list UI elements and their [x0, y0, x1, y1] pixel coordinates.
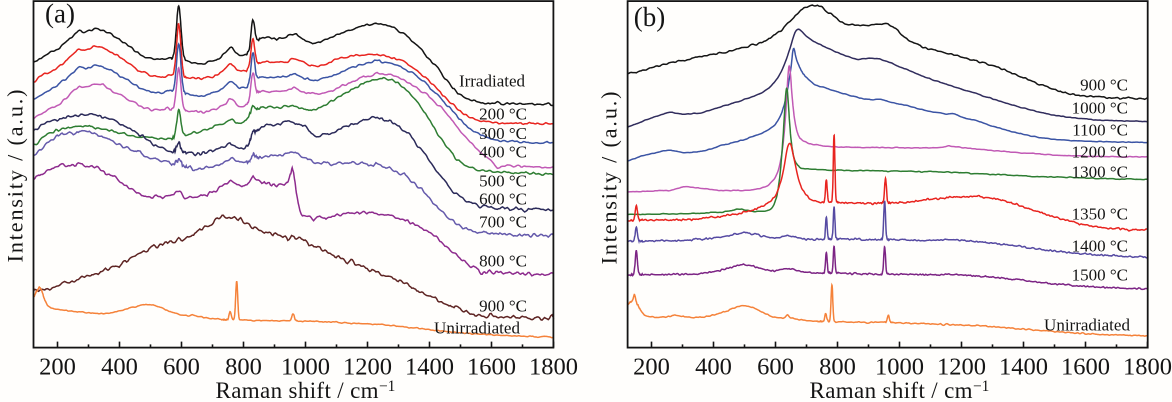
svg-text:400: 400 — [695, 354, 732, 381]
svg-text:600: 600 — [163, 354, 200, 381]
svg-text:800 °C: 800 °C — [479, 252, 527, 271]
svg-text:800: 800 — [225, 354, 262, 381]
svg-text:1000 °C: 1000 °C — [1072, 99, 1128, 118]
svg-text:(a): (a) — [45, 0, 75, 29]
svg-text:900 °C: 900 °C — [1080, 76, 1128, 95]
svg-text:Unirradiated: Unirradiated — [434, 319, 520, 338]
svg-text:1600: 1600 — [467, 354, 516, 381]
svg-text:1300 °C: 1300 °C — [1072, 163, 1128, 182]
svg-text:1100 °C: 1100 °C — [1072, 121, 1128, 140]
svg-text:1200: 1200 — [937, 354, 986, 381]
svg-text:Unirradiated: Unirradiated — [1044, 316, 1130, 335]
svg-text:Intensity / (a.u.): Intensity / (a.u.) — [2, 88, 27, 263]
svg-text:1800: 1800 — [529, 354, 578, 381]
svg-text:600 °C: 600 °C — [479, 190, 527, 209]
svg-text:900 °C: 900 °C — [479, 297, 527, 316]
svg-text:1200 °C: 1200 °C — [1072, 143, 1128, 162]
svg-text:Intensity / (a.u.): Intensity / (a.u.) — [597, 90, 622, 265]
svg-text:400: 400 — [101, 354, 138, 381]
svg-text:1000: 1000 — [281, 354, 330, 381]
svg-text:1350 °C: 1350 °C — [1072, 205, 1128, 224]
svg-text:500 °C: 500 °C — [479, 172, 527, 191]
svg-text:1400 °C: 1400 °C — [1072, 237, 1128, 256]
svg-text:Raman shift / cm−1: Raman shift / cm−1 — [216, 378, 396, 402]
svg-text:1500 °C: 1500 °C — [1072, 266, 1128, 285]
svg-text:200: 200 — [39, 354, 76, 381]
svg-text:1200: 1200 — [343, 354, 392, 381]
svg-text:1800: 1800 — [1123, 354, 1172, 381]
svg-text:1400: 1400 — [999, 354, 1048, 381]
svg-text:800: 800 — [819, 354, 856, 381]
svg-text:Raman shift / cm−1: Raman shift / cm−1 — [810, 378, 990, 402]
svg-text:1000: 1000 — [875, 354, 924, 381]
svg-text:200: 200 — [633, 354, 670, 381]
svg-text:600: 600 — [757, 354, 794, 381]
svg-text:700 °C: 700 °C — [479, 213, 527, 232]
svg-text:Irradiated: Irradiated — [459, 72, 526, 91]
svg-text:300 °C: 300 °C — [479, 124, 527, 143]
svg-text:(b): (b) — [634, 2, 665, 32]
svg-text:200 °C: 200 °C — [479, 105, 527, 124]
svg-text:1600: 1600 — [1061, 354, 1110, 381]
svg-text:400 °C: 400 °C — [479, 143, 527, 162]
svg-text:1400: 1400 — [405, 354, 454, 381]
